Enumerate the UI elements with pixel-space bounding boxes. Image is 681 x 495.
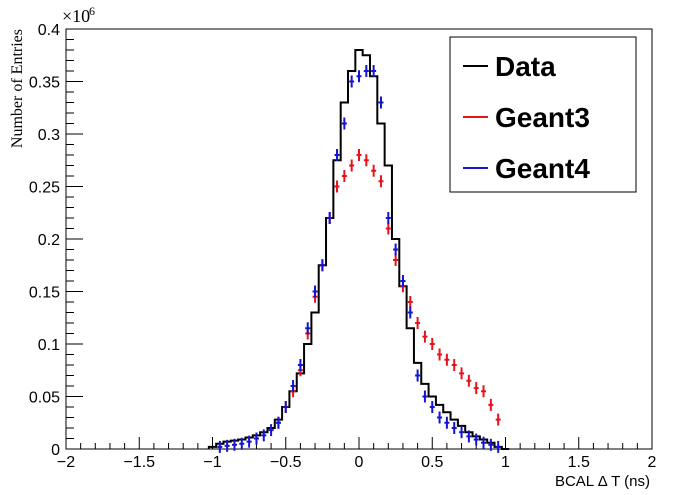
series-geant3-point <box>466 374 472 387</box>
y-tick-label: 0.15 <box>29 285 60 302</box>
series-geant3-point <box>341 170 347 182</box>
series-geant3-point <box>473 382 479 395</box>
series-geant4-point <box>356 70 362 83</box>
series-geant4-point <box>261 429 267 442</box>
x-tick-label: 2 <box>648 454 657 471</box>
series-geant4-point <box>305 322 311 335</box>
series-geant3-point <box>385 222 391 235</box>
series-geant4-point <box>459 426 465 439</box>
series-layer <box>207 49 510 453</box>
series-geant3-point <box>495 413 501 426</box>
y-tick-label: 0 <box>51 442 60 459</box>
series-geant4-point <box>371 65 377 77</box>
y-tick-label: 0.1 <box>38 337 60 354</box>
legend-label-data: Data <box>495 51 556 82</box>
series-geant4-point <box>327 212 333 224</box>
y-tick-label: 0.25 <box>29 180 60 197</box>
series-geant4-point <box>429 401 435 413</box>
x-tick-label: 1.5 <box>568 454 590 471</box>
series-geant4-point <box>495 440 501 453</box>
series-geant4-point <box>400 275 406 287</box>
series-geant3-point <box>407 296 413 308</box>
series-geant4-point <box>297 359 303 371</box>
axis-tick-labels: −2 −1.5 −1 −0.5 0 0.5 1 1.5 2 0 0.05 0.1 0.15 0.2 0.25… <box>29 22 657 471</box>
axis-ticks <box>65 28 653 450</box>
y-multiplier-exponent: 6 <box>89 4 95 18</box>
y-tick-label: 0.4 <box>38 22 60 39</box>
x-tick-label: −1.5 <box>123 454 155 471</box>
x-tick-label: 0 <box>355 454 364 471</box>
x-tick-label: 1 <box>501 454 510 471</box>
series-geant3-point <box>349 159 355 172</box>
series-geant4-point <box>217 440 223 453</box>
series-geant4-point <box>378 96 384 109</box>
series-geant3-point <box>429 338 435 350</box>
x-tick-label: −2 <box>57 454 75 471</box>
series-geant3-point <box>334 180 340 193</box>
legend: Data Geant3 Geant4 <box>449 36 637 193</box>
series-geant4-point <box>246 435 252 448</box>
series-geant4-point <box>231 438 237 451</box>
legend-label-geant4: Geant4 <box>495 153 590 184</box>
series-geant4-point <box>290 380 296 392</box>
series-geant4-point <box>363 65 369 77</box>
y-axis-title: Number of Entries <box>9 29 26 148</box>
y-multiplier-label: ×10 <box>62 6 90 26</box>
series-geant4-point <box>444 416 450 429</box>
series-geant3-point <box>356 149 362 161</box>
series-geant4-point <box>466 430 472 443</box>
series-geant3-point <box>451 359 457 371</box>
series-geant4-point <box>393 243 399 256</box>
series-geant4-point <box>488 438 494 451</box>
series-geant4-point <box>334 149 340 161</box>
y-tick-label: 0.35 <box>29 75 60 92</box>
series-geant4-point <box>422 390 428 403</box>
x-axis-title: BCAL Δ T (ns) <box>555 473 650 490</box>
series-geant3-point <box>422 330 428 343</box>
series-geant4-point <box>385 212 391 224</box>
series-geant4-point <box>283 401 289 413</box>
series-geant4-point <box>451 422 457 434</box>
legend-label-geant3: Geant3 <box>495 102 590 133</box>
series-geant4-point <box>341 117 347 130</box>
series-geant4-point <box>407 306 413 319</box>
series-geant4-point <box>239 437 245 450</box>
series-geant3-point <box>488 398 494 411</box>
series-geant3-point <box>437 348 443 361</box>
series-geant4-point <box>437 411 443 424</box>
series-geant3-point <box>459 367 465 380</box>
series-geant4-point <box>312 285 318 298</box>
series-geant3-point <box>393 254 399 266</box>
series-geant3-point <box>444 353 450 366</box>
series-geant3-point <box>481 385 487 398</box>
y-tick-label: 0.3 <box>38 127 60 144</box>
series-geant4-point <box>253 432 259 445</box>
series-geant4-point <box>319 259 325 272</box>
y-tick-label: 0.05 <box>29 390 60 407</box>
x-tick-label: 0.5 <box>421 454 443 471</box>
legend-box <box>449 36 637 193</box>
series-data-step-line <box>207 49 510 450</box>
series-geant3-point <box>415 317 421 329</box>
series-geant3-point <box>371 164 377 177</box>
series-geant4-point <box>275 416 281 429</box>
series-geant4-point <box>224 439 230 452</box>
series-geant3-point <box>363 154 369 167</box>
y-tick-label: 0.2 <box>38 232 60 249</box>
series-geant4-point <box>481 436 487 449</box>
x-tick-label: −0.5 <box>270 454 302 471</box>
series-geant4-point <box>473 433 479 446</box>
x-tick-label: −1 <box>203 454 221 471</box>
series-geant4-point <box>415 369 421 382</box>
series-geant3-point <box>378 175 384 188</box>
series-geant4-point <box>268 424 274 437</box>
series-geant4-point <box>349 75 355 88</box>
